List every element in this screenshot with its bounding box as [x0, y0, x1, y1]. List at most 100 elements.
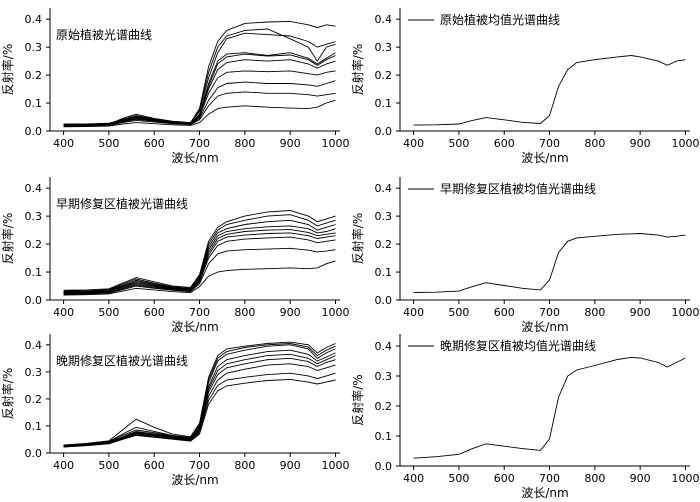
chart-panel-1: 400 500 600 700 800 900 1000 0.0 0.1 0.2 0.3 0.4 波长/… [350, 8, 699, 165]
y-tick-label: 0.4 [375, 13, 393, 26]
x-tick-label: 600 [494, 472, 515, 485]
series-line-2 [63, 344, 336, 446]
y-tick-label: 0.0 [25, 447, 43, 460]
x-tick-label: 400 [53, 306, 74, 319]
y-tick-label: 0.3 [25, 366, 43, 379]
y-tick-label: 0.0 [25, 294, 43, 307]
x-tick-label: 600 [144, 459, 165, 472]
series-line-3 [63, 349, 336, 447]
panel-title: 早期修复区植被光谱曲线 [56, 196, 188, 211]
x-tick-label: 1000 [321, 137, 349, 150]
y-tick-label: 0.0 [25, 125, 43, 138]
x-tick-label: 400 [403, 137, 424, 150]
y-tick-label: 0.2 [375, 238, 393, 251]
x-tick-label: 500 [98, 459, 119, 472]
x-tick-label: 600 [144, 137, 165, 150]
y-tick-label: 0.2 [375, 400, 393, 413]
chart-panel-0: 400 500 600 700 800 900 1000 0.0 0.1 0.2 0.3 0.4 波长/… [0, 8, 349, 165]
series-line-4 [63, 353, 336, 447]
y-axis-label: 反射率/% [350, 374, 365, 425]
series-line-8 [63, 260, 336, 296]
y-tick-label: 0.2 [25, 393, 43, 406]
x-tick-label: 1000 [671, 472, 699, 485]
x-axis-label: 波长/nm [521, 320, 568, 334]
x-tick-label: 1000 [671, 306, 699, 319]
y-tick-label: 0.2 [25, 238, 43, 251]
y-axis-label: 反射率/% [0, 368, 15, 419]
axes [396, 177, 690, 304]
x-tick-label: 700 [189, 137, 210, 150]
series-line-9 [63, 99, 336, 128]
x-tick-label: 900 [280, 306, 301, 319]
x-axis-label: 波长/nm [171, 320, 218, 334]
y-tick-label: 0.4 [25, 182, 43, 195]
x-tick-label: 500 [448, 137, 469, 150]
y-tick-label: 0.3 [25, 41, 43, 54]
x-tick-label: 700 [189, 306, 210, 319]
x-tick-label: 800 [234, 306, 255, 319]
x-tick-label: 600 [144, 306, 165, 319]
series-line-7 [63, 372, 336, 448]
y-tick-label: 0.3 [25, 210, 43, 223]
y-tick-label: 0.4 [375, 182, 393, 195]
x-tick-label: 500 [98, 137, 119, 150]
x-tick-label: 1000 [321, 306, 349, 319]
y-tick-label: 0.0 [375, 460, 393, 473]
axes [46, 8, 340, 135]
x-tick-label: 600 [494, 306, 515, 319]
x-tick-label: 900 [280, 459, 301, 472]
x-tick-label: 500 [448, 472, 469, 485]
x-tick-label: 900 [630, 137, 651, 150]
y-tick-label: 0.3 [375, 210, 393, 223]
y-tick-label: 0.3 [375, 41, 393, 54]
x-tick-label: 800 [584, 306, 605, 319]
y-tick-label: 0.2 [375, 69, 393, 82]
y-axis-label: 反射率/% [350, 213, 365, 264]
legend-label: 原始植被均值光谱曲线 [440, 12, 560, 27]
series-line-0 [413, 233, 686, 293]
x-tick-label: 900 [630, 472, 651, 485]
x-axis-label: 波长/nm [171, 473, 218, 487]
x-tick-label: 800 [234, 459, 255, 472]
panel-title: 晚期修复区植被光谱曲线 [56, 353, 188, 368]
chart-panel-4: 400 500 600 700 800 900 1000 0.0 0.1 0.2 0.3 0.4 波长/… [0, 334, 349, 487]
x-tick-label: 800 [584, 137, 605, 150]
y-tick-label: 0.1 [375, 266, 393, 279]
y-axis-label: 反射率/% [350, 44, 365, 95]
x-tick-label: 700 [539, 306, 560, 319]
x-tick-label: 800 [234, 137, 255, 150]
y-tick-label: 0.4 [375, 340, 393, 353]
series-line-6 [63, 236, 336, 295]
series-line-2 [63, 32, 336, 125]
x-axis-label: 波长/nm [171, 151, 218, 165]
axes [46, 177, 340, 304]
series-line-1 [63, 214, 336, 292]
axes [396, 334, 690, 470]
y-tick-label: 0.1 [25, 266, 43, 279]
series-line-0 [63, 20, 336, 126]
x-tick-label: 600 [494, 137, 515, 150]
y-tick-label: 0.1 [375, 97, 393, 110]
y-tick-label: 0.1 [25, 97, 43, 110]
y-tick-label: 0.4 [25, 339, 43, 352]
series-line-4 [63, 229, 336, 294]
series-line-5 [63, 357, 336, 447]
series-line-8 [63, 378, 336, 448]
y-tick-label: 0.0 [375, 294, 393, 307]
x-tick-label: 700 [539, 137, 560, 150]
x-tick-label: 500 [448, 306, 469, 319]
chart-panel-2: 400 500 600 700 800 900 1000 0.0 0.1 0.2 0.3 0.4 波长/… [0, 177, 349, 334]
x-tick-label: 900 [630, 306, 651, 319]
y-axis-label: 反射率/% [0, 44, 15, 95]
x-tick-label: 900 [280, 137, 301, 150]
legend-label: 早期修复区植被均值光谱曲线 [440, 181, 596, 196]
x-tick-label: 400 [53, 137, 74, 150]
x-tick-label: 400 [403, 306, 424, 319]
x-axis-label: 波长/nm [521, 151, 568, 165]
series-line-3 [63, 52, 336, 126]
series-line-2 [63, 219, 336, 293]
series-line-5 [63, 232, 336, 294]
series-line-7 [63, 247, 336, 295]
y-tick-label: 0.1 [375, 430, 393, 443]
